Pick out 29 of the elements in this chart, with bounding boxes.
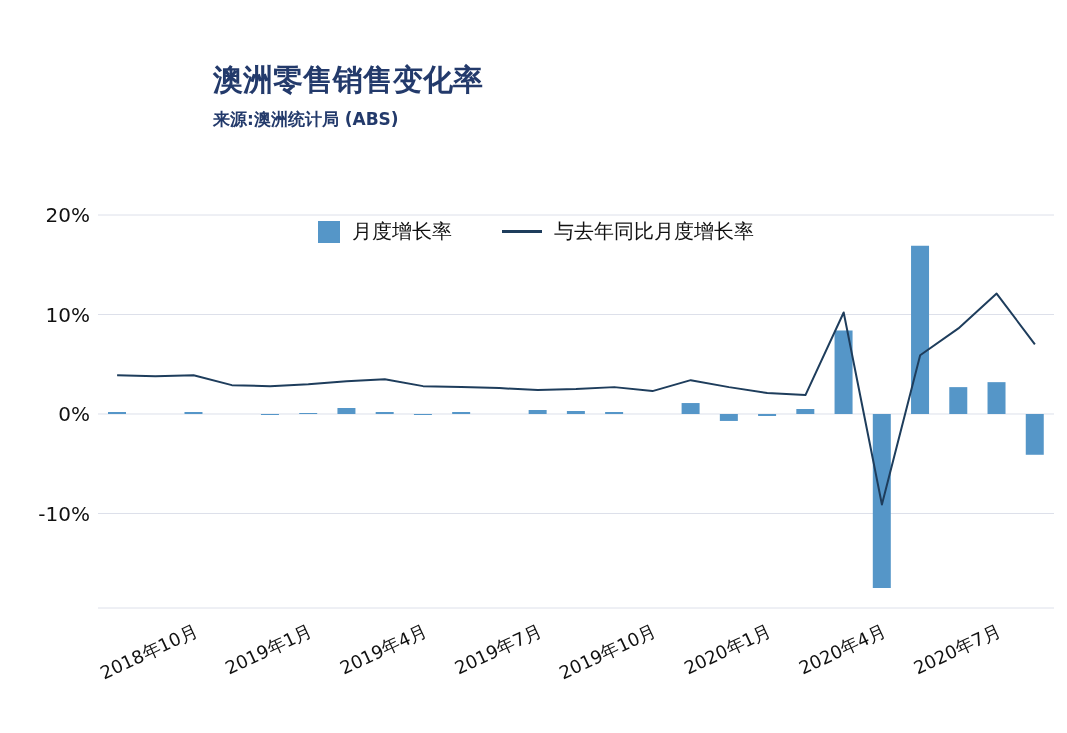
- bar: [834, 330, 853, 414]
- bar: [796, 409, 815, 414]
- x-tick-label: 2019年10月: [555, 620, 660, 684]
- x-tick-label: 2019年7月: [451, 620, 545, 679]
- line-series: [116, 292, 1036, 506]
- bar: [987, 382, 1006, 414]
- y-tick-label: -10%: [38, 501, 90, 526]
- y-tick-label: 20%: [45, 203, 90, 228]
- chart-title: 澳洲零售销售变化率: [213, 61, 483, 99]
- x-tick-label: 2020年7月: [910, 620, 1004, 679]
- x-tick-label: 2020年4月: [795, 620, 889, 679]
- bar: [337, 408, 356, 414]
- legend-label: 月度增长率: [351, 218, 452, 245]
- y-tick-label: 0%: [58, 402, 90, 427]
- bar: [681, 403, 700, 414]
- bar: [949, 387, 968, 414]
- y-tick-label: 10%: [45, 302, 90, 327]
- bar: [528, 410, 547, 414]
- legend-label: 与去年同比月度增长率: [553, 218, 754, 245]
- chart-subtitle: 来源:澳洲统计局 (ABS): [213, 108, 399, 131]
- x-tick-label: 2019年1月: [221, 620, 316, 679]
- bar: [566, 411, 585, 414]
- bar: [911, 245, 930, 414]
- bar: [719, 413, 738, 421]
- bar: [872, 413, 891, 589]
- x-tick-label: 2019年4月: [336, 620, 431, 679]
- bar: [1025, 413, 1044, 455]
- x-tick-label: 2018年10月: [96, 620, 201, 684]
- x-tick-label: 2020年1月: [680, 620, 775, 679]
